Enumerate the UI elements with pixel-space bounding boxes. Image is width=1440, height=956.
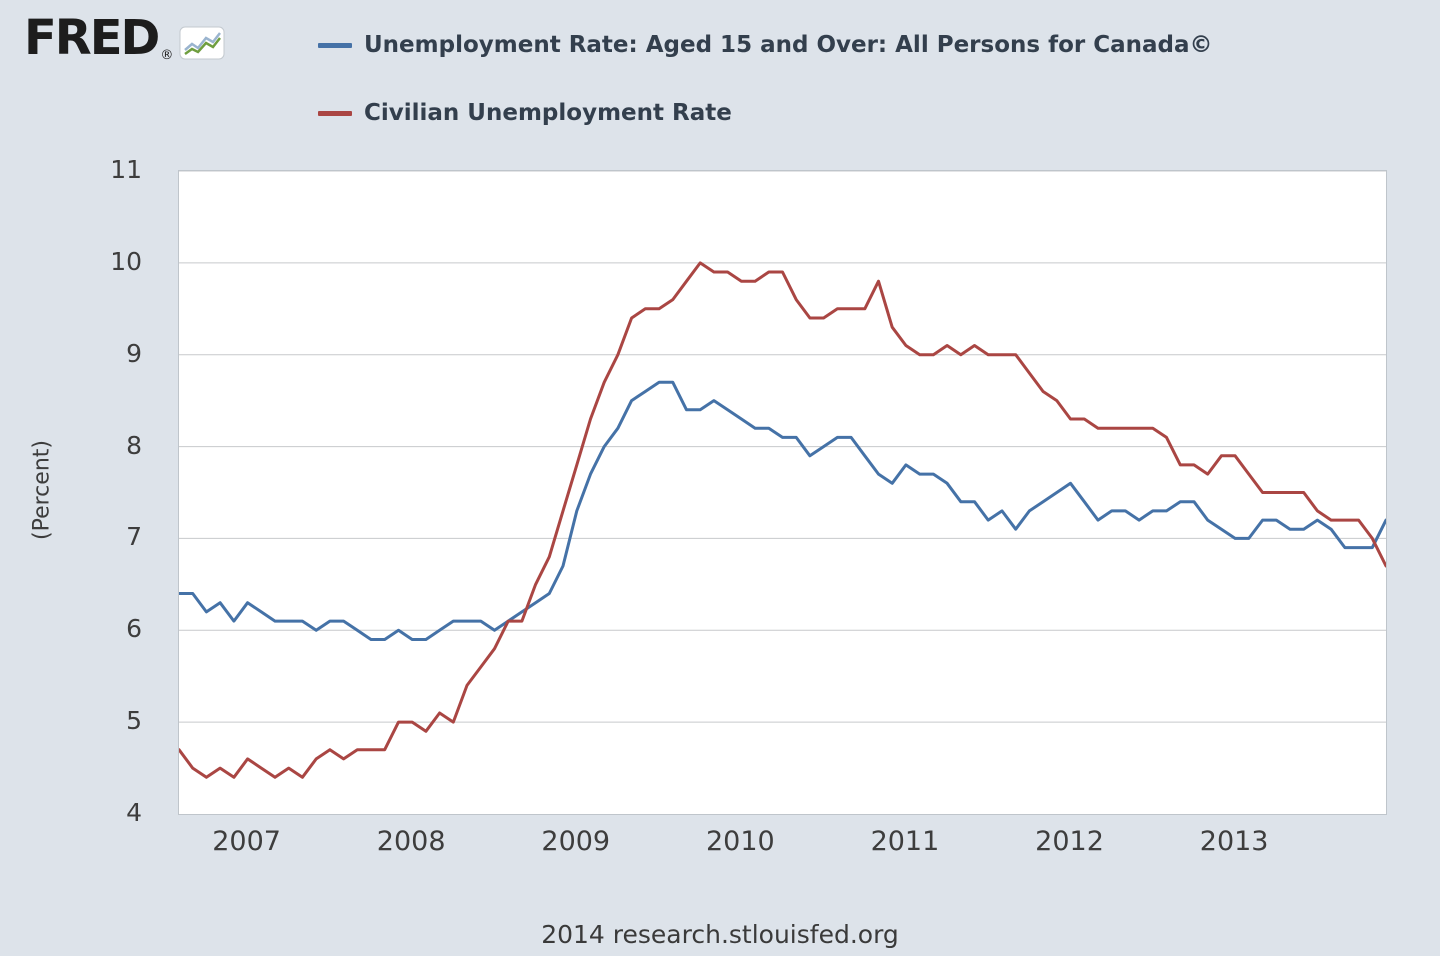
y-tick-label: 7 xyxy=(126,522,142,552)
series-line-1 xyxy=(179,261,1386,779)
x-tick-label: 2013 xyxy=(1199,826,1269,857)
x-tick-label: 2007 xyxy=(212,826,281,857)
sparkline-icon xyxy=(179,26,225,60)
legend-label-canada: Unemployment Rate: Aged 15 and Over: All… xyxy=(364,32,1213,58)
legend-line-swatch-red xyxy=(318,110,352,116)
y-tick-label: 9 xyxy=(126,338,142,368)
x-tick-label: 2009 xyxy=(541,826,611,857)
legend-item-us: Civilian Unemployment Rate xyxy=(318,100,732,126)
y-tick-label: 8 xyxy=(126,430,142,460)
fred-logo-text: FRED xyxy=(24,10,160,66)
x-tick-label: 2011 xyxy=(870,826,940,857)
fred-logo: FRED ® xyxy=(24,14,225,63)
y-tick-label: 5 xyxy=(126,706,142,736)
legend-item-canada: Unemployment Rate: Aged 15 and Over: All… xyxy=(318,32,1213,58)
series-line-0 xyxy=(179,380,1386,641)
x-tick-label: 2008 xyxy=(376,826,446,857)
x-tick-label: 2010 xyxy=(705,826,775,857)
x-tick-label: 2012 xyxy=(1035,826,1104,857)
legend-label-us: Civilian Unemployment Rate xyxy=(364,100,732,126)
footer-text: 2014 research.stlouisfed.org xyxy=(541,920,899,949)
legend-line-swatch-blue xyxy=(318,42,352,48)
registered-mark: ® xyxy=(160,48,174,63)
y-tick-label: 11 xyxy=(110,155,142,184)
plot-area xyxy=(178,170,1387,815)
y-tick-label: 10 xyxy=(110,246,142,276)
y-tick-label: 4 xyxy=(126,798,142,827)
chart-canvas xyxy=(179,171,1386,779)
y-tick-label: 6 xyxy=(126,614,142,644)
